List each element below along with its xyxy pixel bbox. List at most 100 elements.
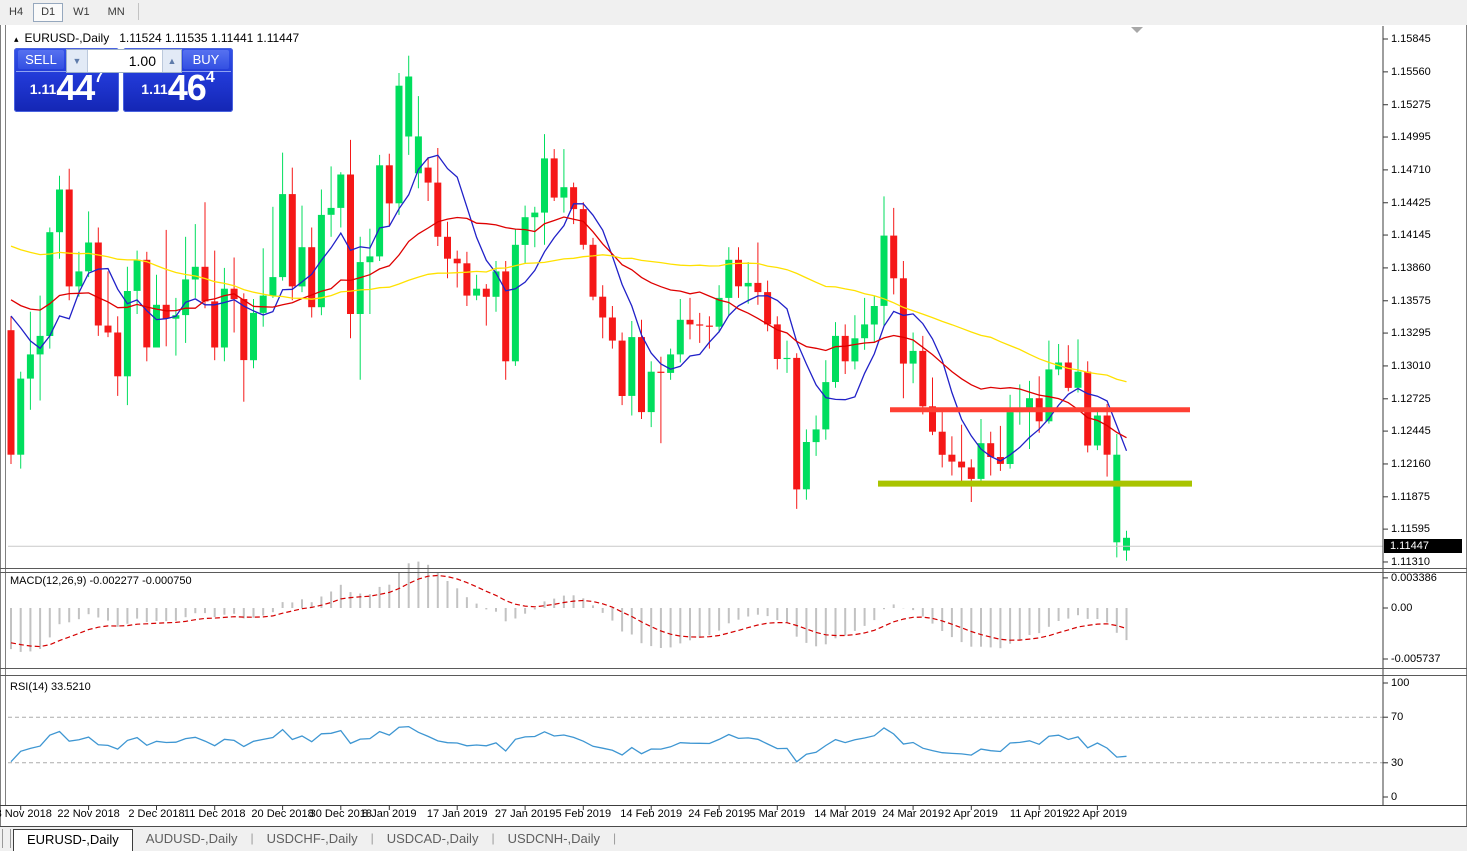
pane-separator[interactable]	[0, 668, 1467, 669]
volume-input[interactable]: 1.00	[128, 53, 156, 69]
candle-body	[948, 454, 956, 462]
sell-price-prefix: 1.11	[29, 81, 57, 97]
candle-body	[191, 266, 199, 280]
candle-body	[250, 312, 257, 361]
candle-body	[579, 209, 587, 245]
buy-price-sup: 4	[205, 69, 215, 86]
time-axis-label: 11 Dec 2018	[183, 808, 246, 820]
candle-body	[153, 304, 160, 348]
candle-body	[870, 306, 878, 325]
pane-separator[interactable]	[0, 675, 1467, 676]
price-axis-label: 1.12445	[1391, 425, 1431, 438]
candle-body	[793, 357, 801, 490]
pane-separator[interactable]	[0, 568, 1467, 569]
buy-button[interactable]: BUY	[183, 50, 229, 69]
time-axis-label: 14 Feb 2019	[620, 808, 683, 820]
window-frame-left	[0, 25, 1, 826]
candle-body	[298, 247, 306, 287]
candle-body	[919, 350, 927, 407]
rsi-line	[10, 725, 1127, 763]
volume-up-button[interactable]: ▲	[162, 50, 181, 72]
candle-body	[686, 319, 694, 325]
chart-shift-marker-icon[interactable]	[1131, 27, 1143, 33]
candle-body	[259, 295, 267, 313]
macd-axis-label: 0.003386	[1391, 571, 1437, 584]
chart-tab-eurusd[interactable]: EURUSD-,Daily	[13, 829, 133, 851]
candle-body	[356, 262, 364, 314]
current-price-tag: 1.11447	[1384, 539, 1462, 553]
candle-body	[1123, 537, 1130, 551]
candle-body	[123, 291, 131, 377]
buy-price-prefix: 1.11	[141, 81, 168, 97]
symbol-timeframe-label: EURUSD-,Daily	[24, 31, 110, 45]
pane-separator[interactable]	[0, 572, 1467, 573]
macd-label: MACD(12,26,9) -0.002277 -0.000750	[10, 575, 192, 587]
price-axis-label: 1.15560	[1391, 65, 1431, 78]
candle-body	[1064, 362, 1072, 388]
candle-body	[424, 167, 432, 183]
candle-body	[133, 259, 141, 291]
timeframe-button-w1[interactable]: W1	[73, 6, 90, 18]
macd-signal-line	[10, 574, 1127, 648]
chart-tab-usdcad[interactable]: USDCAD-,Daily	[386, 831, 479, 846]
ma-mid	[10, 216, 1127, 439]
candle-body	[832, 335, 839, 382]
sell-button[interactable]: SELL	[18, 50, 64, 69]
timeframe-button-h4[interactable]: H4	[9, 6, 24, 18]
candle-body	[589, 244, 597, 297]
candle-body	[308, 247, 316, 308]
price-axis-label: 1.13860	[1391, 261, 1431, 274]
candle-body	[705, 325, 713, 327]
price-axis-label: 1.15845	[1391, 33, 1431, 45]
buy-price: 1.11464	[123, 67, 233, 109]
candle-body	[657, 371, 665, 373]
time-axis-label: 17 Jan 2019	[426, 808, 488, 820]
time-axis-label: 2 Dec 2018	[128, 808, 185, 820]
candle-body	[1113, 454, 1121, 543]
candle-body	[288, 194, 296, 287]
price-axis-label: 1.14145	[1391, 229, 1431, 242]
candle-body	[7, 330, 15, 455]
candle-body	[114, 332, 122, 377]
price-axis-label: 1.13010	[1391, 359, 1431, 372]
candle-body	[211, 301, 219, 348]
chart-tab-usdcnh[interactable]: USDCNH-,Daily	[507, 831, 601, 846]
candle-body	[1093, 415, 1101, 446]
candle-body	[327, 207, 335, 215]
window-frame-left-inner	[5, 25, 6, 805]
candle-body	[802, 442, 810, 490]
candle-body	[240, 299, 248, 361]
price-axis-label: 1.14710	[1391, 163, 1431, 176]
chart-window[interactable]: ▴ EURUSD-,Daily 1.11524 1.11535 1.11441 1.…	[0, 25, 1467, 826]
sell-price-sup: 7	[94, 69, 104, 86]
chart-title: ▴ EURUSD-,Daily 1.11524 1.11535 1.11441 1.…	[14, 31, 299, 45]
candle-body	[744, 282, 752, 287]
tab-separator: |	[491, 831, 495, 845]
candle-body	[1026, 398, 1033, 409]
chart-tab-usdchf[interactable]: USDCHF-,Daily	[266, 831, 358, 846]
time-axis-label: 22 Apr 2019	[1067, 808, 1128, 820]
candle-body	[104, 325, 112, 333]
volume-box: ▼ 1.00 ▲	[66, 49, 182, 73]
volume-down-button[interactable]: ▼	[67, 50, 88, 72]
rsi-axis-label: 100	[1391, 677, 1410, 689]
candle-body	[220, 288, 228, 348]
candle-body	[405, 76, 413, 137]
ma-slow	[10, 245, 1127, 383]
candle-body	[715, 297, 723, 327]
candle-body	[812, 429, 820, 443]
candle-body	[46, 232, 54, 336]
candle-body	[890, 235, 898, 279]
timeframe-button-d1[interactable]: D1	[33, 3, 64, 22]
candle-body	[938, 431, 946, 455]
timeframe-button-mn[interactable]: MN	[107, 6, 125, 18]
tabbar-grip[interactable]	[2, 829, 11, 848]
time-axis-label: 20 Dec 2018	[251, 808, 314, 820]
candle-body	[851, 338, 859, 362]
axis-separator	[0, 805, 1467, 806]
candle-body	[502, 271, 510, 362]
panel-collapse-icon[interactable]: ▴	[14, 34, 19, 44]
candle-body	[482, 288, 490, 297]
chart-tab-audusd[interactable]: AUDUSD-,Daily	[145, 831, 238, 846]
